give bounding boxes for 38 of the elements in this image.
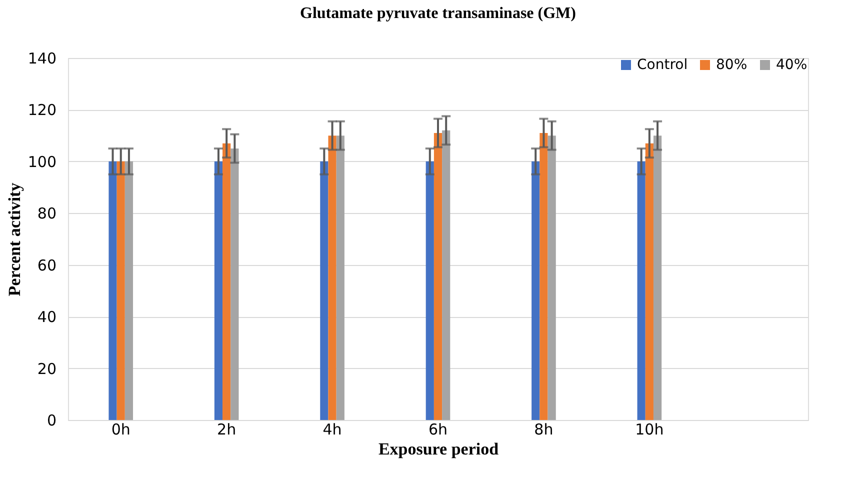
bar <box>532 161 540 420</box>
bar <box>230 148 239 420</box>
bar <box>637 161 646 420</box>
legend-label: Control <box>637 57 688 73</box>
y-axis-title: Percent activity <box>4 182 24 296</box>
y-tick-label: 80 <box>37 204 56 223</box>
bar <box>328 136 336 420</box>
x-tick-label: 10h <box>635 420 664 438</box>
bar <box>540 132 548 420</box>
x-tick-label: 8h <box>534 420 554 438</box>
bar <box>426 161 434 420</box>
y-tick-label: 20 <box>37 360 56 378</box>
bar <box>214 161 223 420</box>
x-tick-label: 6h <box>428 420 448 438</box>
x-tick-label: 0h <box>111 420 130 438</box>
chart-title: Glutamate pyruvate transaminase (GM) <box>300 5 576 22</box>
y-tick-label: 100 <box>28 152 56 171</box>
y-tick-label: 0 <box>46 412 56 430</box>
bar <box>222 143 231 420</box>
y-tick-label: 60 <box>37 256 56 274</box>
x-tick-label: 4h <box>322 420 342 438</box>
bar <box>336 136 344 420</box>
y-tick-label: 40 <box>37 308 56 326</box>
bar <box>108 161 117 420</box>
bar <box>434 132 442 420</box>
legend-label: 40% <box>776 57 808 73</box>
bar <box>124 161 134 420</box>
bar <box>653 136 662 420</box>
x-tick-label: 2h <box>217 420 236 438</box>
y-tick-label: 120 <box>28 101 56 120</box>
bar <box>548 136 556 420</box>
bar <box>442 130 450 420</box>
bar <box>645 143 654 420</box>
bar <box>320 161 328 420</box>
bar <box>116 161 125 420</box>
y-tick-label: 140 <box>28 50 56 68</box>
legend-label: 80% <box>716 57 748 73</box>
x-axis-title: Exposure period <box>378 440 500 458</box>
